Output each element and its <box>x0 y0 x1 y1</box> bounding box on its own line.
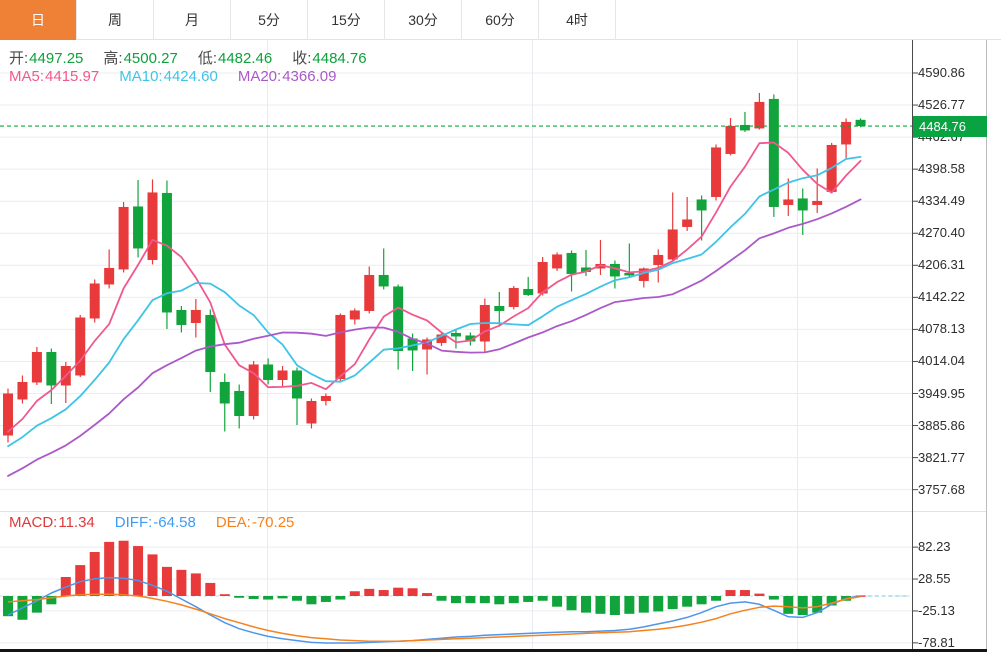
ma10-line <box>7 156 862 448</box>
axis-frame <box>912 40 987 652</box>
ma-ma5-label: MA5: <box>9 68 45 85</box>
current-price-badge: 4484.76 <box>913 116 987 137</box>
macd-axis-label: -25.13 <box>918 602 955 618</box>
ohlc-quote-bar: 开:4497.25 高:4500.27 低:4482.46 收:4484.76 <box>9 47 387 68</box>
price-axis-label: 4014.04 <box>918 353 965 369</box>
tab-min15[interactable]: 15分 <box>308 0 385 40</box>
price-axis-label: 4142.22 <box>918 289 965 305</box>
ma-ma5-value: 4415.97 <box>45 68 100 85</box>
ma-ma10-value: 4424.60 <box>163 68 218 85</box>
price-axis-label: 3885.86 <box>918 417 965 433</box>
macd-diff-value: -64.58 <box>153 514 196 531</box>
quote-low-value: 4482.46 <box>217 50 273 67</box>
quote-high-label: 高: <box>103 50 123 67</box>
chart-plot-area[interactable] <box>0 40 1001 653</box>
ma-ma20-value: 4366.09 <box>282 68 337 85</box>
price-axis-label: 4526.77 <box>918 97 965 113</box>
quote-high-value: 4500.27 <box>123 50 178 67</box>
tab-day[interactable]: 日 <box>0 0 77 40</box>
macd-macd-label: MACD: <box>9 514 58 531</box>
ma20-line <box>7 198 862 477</box>
macd-values-bar: MACD:11.34 DIFF:-64.58 DEA:-70.25 <box>9 514 314 531</box>
quote-open-label: 开: <box>9 50 29 67</box>
dea-line <box>7 593 861 642</box>
price-axis-label: 3821.77 <box>918 449 965 465</box>
macd-axis-label: 82.23 <box>918 539 951 555</box>
tab-min5[interactable]: 5分 <box>231 0 308 40</box>
bottom-border-bar <box>0 649 987 652</box>
macd-dea-value: -70.25 <box>251 514 295 531</box>
tab-week[interactable]: 周 <box>77 0 154 40</box>
price-axis-label: 3757.68 <box>918 481 965 497</box>
price-axis-label: 4334.49 <box>918 193 965 209</box>
macd-macd-value: 11.34 <box>58 514 95 531</box>
tab-hour4[interactable]: 4时 <box>539 0 616 40</box>
tab-min60[interactable]: 60分 <box>462 0 539 40</box>
macd-diff-label: DIFF: <box>114 514 153 531</box>
quote-low-label: 低: <box>197 50 217 67</box>
price-axis-label: 4078.13 <box>918 321 965 337</box>
diff-line <box>7 576 861 644</box>
macd-axis-label: -78.81 <box>918 634 955 650</box>
candlestick-series <box>3 92 866 443</box>
quote-close-label: 收: <box>292 50 312 67</box>
macd-dea-label: DEA: <box>215 514 251 531</box>
period-tabbar: 日周月 5分 15分 30分 60分 4时 <box>0 0 1001 40</box>
ma-values-bar: MA5:4415.97 MA10:4424.60 MA20:4366.09 <box>9 68 356 85</box>
price-axis-label: 4206.31 <box>918 257 965 273</box>
quote-close-value: 4484.76 <box>312 50 367 67</box>
quote-open-value: 4497.25 <box>29 50 84 67</box>
macd-histogram <box>3 540 866 620</box>
tab-min30[interactable]: 30分 <box>385 0 462 40</box>
price-axis-label: 3949.95 <box>918 385 965 401</box>
ma5-line <box>7 141 862 433</box>
macd-axis-label: 28.55 <box>918 571 951 587</box>
price-axis-label: 4590.86 <box>918 65 965 80</box>
price-axis-label: 4270.40 <box>918 225 965 241</box>
tab-month[interactable]: 月 <box>154 0 231 40</box>
price-axis-label: 4398.58 <box>918 161 965 177</box>
ma-ma20-label: MA20: <box>237 68 282 85</box>
ma-ma10-label: MA10: <box>119 68 163 85</box>
